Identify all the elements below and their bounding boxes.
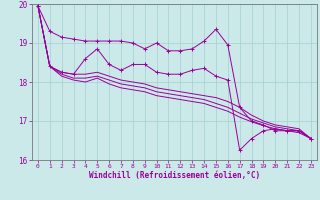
X-axis label: Windchill (Refroidissement éolien,°C): Windchill (Refroidissement éolien,°C): [89, 171, 260, 180]
